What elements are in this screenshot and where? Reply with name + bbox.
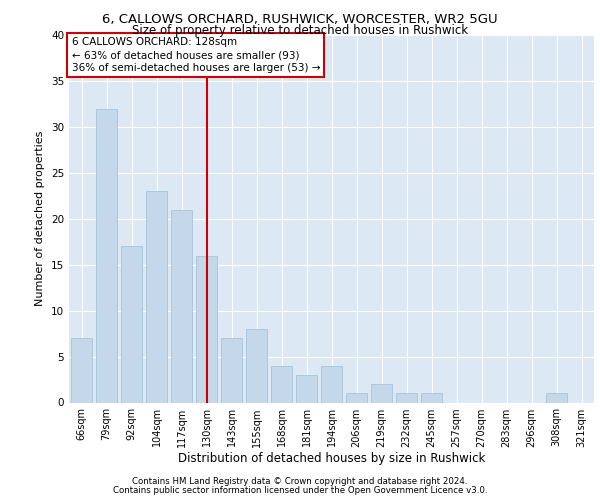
Text: Contains public sector information licensed under the Open Government Licence v3: Contains public sector information licen… [113, 486, 487, 495]
Text: Size of property relative to detached houses in Rushwick: Size of property relative to detached ho… [132, 24, 468, 37]
Y-axis label: Number of detached properties: Number of detached properties [35, 131, 46, 306]
Bar [121, 246, 142, 402]
Bar [371, 384, 392, 402]
Bar [96, 108, 117, 403]
Bar [321, 366, 342, 403]
Text: 6 CALLOWS ORCHARD: 128sqm
← 63% of detached houses are smaller (93)
36% of semi-: 6 CALLOWS ORCHARD: 128sqm ← 63% of detac… [71, 37, 320, 73]
Bar [421, 394, 442, 402]
X-axis label: Distribution of detached houses by size in Rushwick: Distribution of detached houses by size … [178, 452, 485, 466]
Bar [196, 256, 217, 402]
Bar [221, 338, 242, 402]
Bar [246, 329, 267, 402]
Bar [396, 394, 417, 402]
Bar [546, 394, 567, 402]
Bar [296, 375, 317, 402]
Bar [146, 191, 167, 402]
Text: Contains HM Land Registry data © Crown copyright and database right 2024.: Contains HM Land Registry data © Crown c… [132, 477, 468, 486]
Bar [71, 338, 92, 402]
Bar [346, 394, 367, 402]
Bar [171, 210, 192, 402]
Text: 6, CALLOWS ORCHARD, RUSHWICK, WORCESTER, WR2 5GU: 6, CALLOWS ORCHARD, RUSHWICK, WORCESTER,… [102, 12, 498, 26]
Bar [271, 366, 292, 403]
